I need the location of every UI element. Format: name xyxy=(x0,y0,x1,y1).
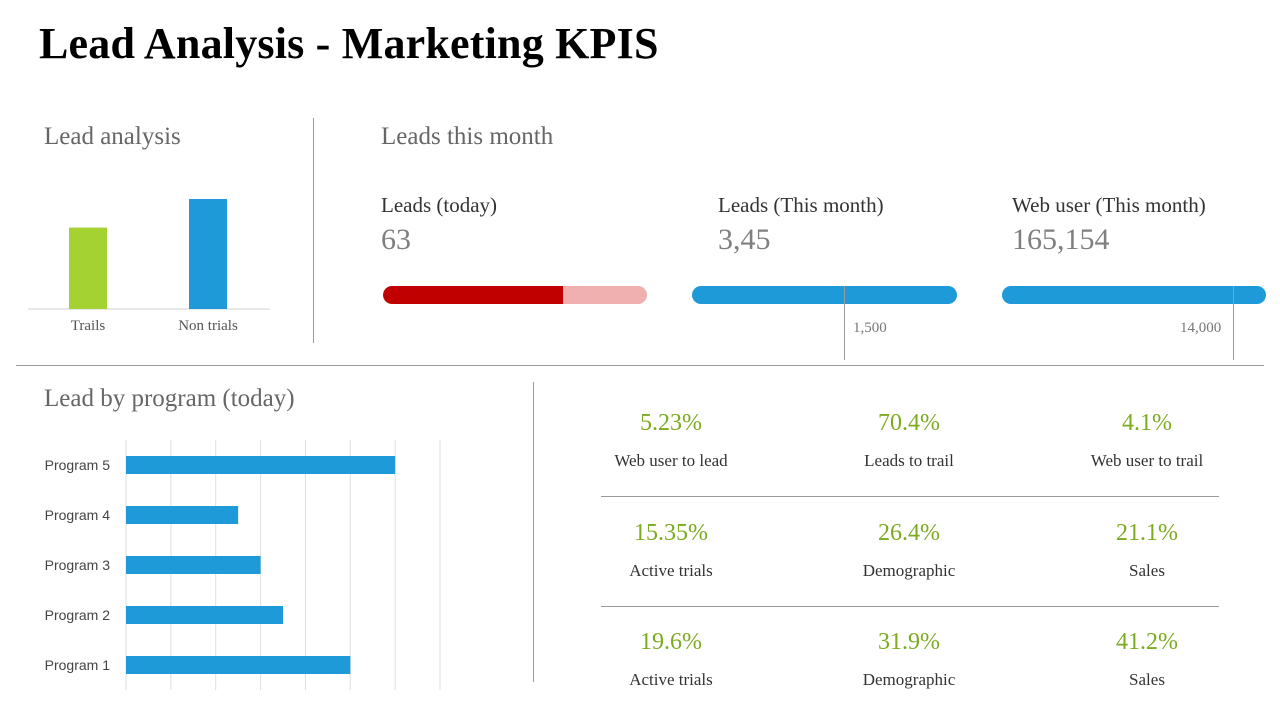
metric-value: 5.23% xyxy=(640,410,702,436)
horizontal-divider xyxy=(16,365,1264,366)
program-category-label: Program 3 xyxy=(45,557,111,573)
metric-value: 41.2% xyxy=(1116,629,1178,655)
page-title: Lead Analysis - Marketing KPIS xyxy=(39,19,659,68)
program-bar-2 xyxy=(126,556,261,574)
kpi-leads-today-progress-fill xyxy=(383,286,563,304)
metric-0: 5.23% Web user to lead xyxy=(566,410,776,471)
metric-2: 4.1% Web user to trail xyxy=(1042,410,1252,471)
kpi-leads-month-bar xyxy=(692,286,957,304)
metric-row-divider-1 xyxy=(601,496,1219,497)
vertical-divider-bottom xyxy=(533,382,534,682)
metric-label: Active trials xyxy=(629,670,713,689)
program-bar-3 xyxy=(126,606,283,624)
kpi-web-user-label: Web user (This month) xyxy=(1012,193,1206,217)
metric-value: 4.1% xyxy=(1122,410,1172,436)
metric-label: Sales xyxy=(1129,670,1165,689)
metric-3: 15.35% Active trials xyxy=(566,520,776,581)
metric-value: 31.9% xyxy=(878,629,940,655)
metric-label: Web user to trail xyxy=(1090,451,1204,470)
metric-5: 21.1% Sales xyxy=(1042,520,1252,581)
program-category-label: Program 5 xyxy=(45,457,111,473)
vertical-divider-top xyxy=(313,118,314,343)
metric-value: 21.1% xyxy=(1116,520,1178,546)
metric-label: Leads to trail xyxy=(864,451,954,470)
lead-analysis-bar-1 xyxy=(189,199,227,309)
lead-by-program-title: Lead by program (today) xyxy=(44,385,295,412)
metric-value: 15.35% xyxy=(634,520,708,546)
kpi-web-user-target-line xyxy=(1233,286,1234,360)
lead-analysis-category-label: Non trials xyxy=(178,318,238,334)
program-bar-4 xyxy=(126,656,351,674)
kpi-leads-month-target-line xyxy=(844,286,845,360)
kpi-web-user-bar xyxy=(1002,286,1266,304)
metric-value: 26.4% xyxy=(878,520,940,546)
metric-row-divider-2 xyxy=(601,606,1219,607)
metric-6: 19.6% Active trials xyxy=(566,629,776,690)
metric-1: 70.4% Leads to trail xyxy=(804,410,1014,471)
lead-analysis-title: Lead analysis xyxy=(44,123,181,150)
metric-8: 41.2% Sales xyxy=(1042,629,1252,690)
kpi-leads-month-target-label: 1,500 xyxy=(853,320,887,336)
metric-label: Demographic xyxy=(862,670,956,689)
metric-value: 19.6% xyxy=(640,629,702,655)
metric-label: Sales xyxy=(1129,561,1165,580)
lead-analysis-category-label: Trails xyxy=(71,318,106,334)
kpi-leads-today-progress-bar xyxy=(383,286,647,304)
program-bar-0 xyxy=(126,456,396,474)
kpi-leads-today-value: 63 xyxy=(381,223,411,256)
program-category-label: Program 4 xyxy=(45,507,111,523)
kpi-leads-month-value: 3,45 xyxy=(718,223,771,256)
program-category-label: Program 1 xyxy=(45,657,111,673)
metric-label: Web user to lead xyxy=(614,451,728,470)
leads-this-month-title: Leads this month xyxy=(381,123,554,150)
metric-label: Active trials xyxy=(629,561,713,580)
kpi-web-user-target-label: 14,000 xyxy=(1180,320,1222,336)
metric-4: 26.4% Demographic xyxy=(804,520,1014,581)
kpi-leads-today-label: Leads (today) xyxy=(381,193,498,217)
lead-by-program-chart: Program 5 Program 4 Program 3 Program 2 Prog… xyxy=(45,440,441,690)
metric-value: 70.4% xyxy=(878,410,940,436)
program-bar-1 xyxy=(126,506,239,524)
kpi-leads-month-label: Leads (This month) xyxy=(718,193,884,217)
lead-analysis-bar-0 xyxy=(69,227,107,309)
program-category-label: Program 2 xyxy=(45,607,111,623)
metric-label: Demographic xyxy=(862,561,956,580)
kpi-web-user-value: 165,154 xyxy=(1012,223,1110,256)
lead-analysis-chart: Trails Non trials xyxy=(28,199,270,334)
metric-7: 31.9% Demographic xyxy=(804,629,1014,690)
